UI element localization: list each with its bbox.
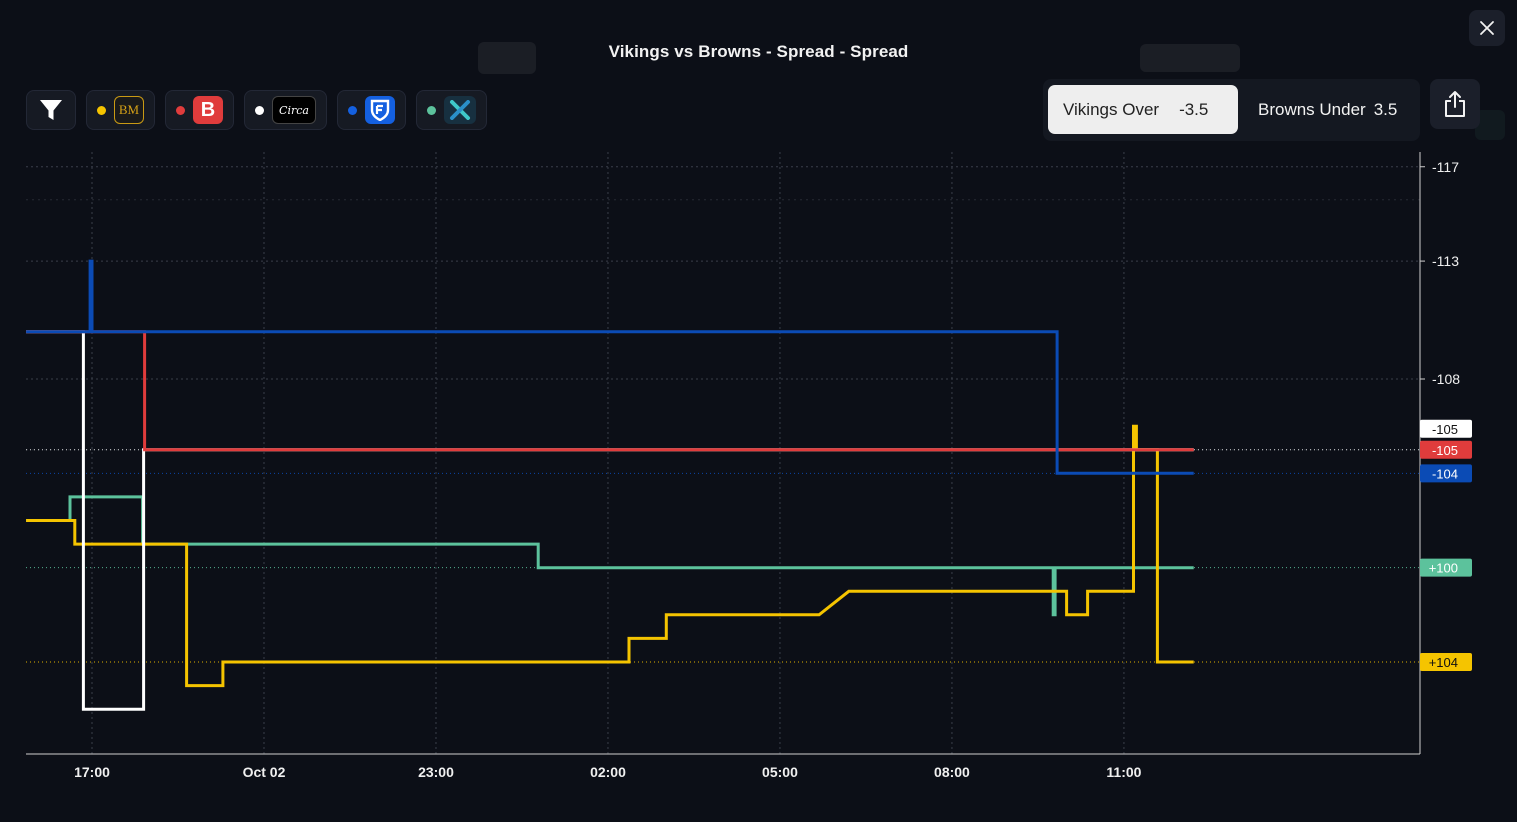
book-chip-betmgm[interactable]: BM: [86, 90, 155, 130]
x-tick-label: 23:00: [418, 764, 454, 780]
last-value-tag: [1420, 464, 1472, 483]
close-icon: [1480, 21, 1494, 35]
share-icon: [1445, 91, 1465, 117]
last-value-tag-text: +100: [1429, 561, 1458, 576]
last-value-tag: [1420, 558, 1472, 577]
x-tick-label: 11:00: [1106, 764, 1141, 780]
last-value-tag: [1420, 419, 1472, 438]
circa-logo: Circa: [272, 96, 316, 124]
close-button[interactable]: [1469, 10, 1505, 46]
book-color-dot: [255, 105, 264, 115]
side-line-value: -3.5: [1179, 99, 1209, 119]
series-line-fanduel: [26, 259, 1194, 475]
shield-icon: [370, 99, 390, 121]
x-tick-label: 02:00: [590, 764, 626, 780]
last-value-tag-text: -105: [1432, 443, 1458, 458]
chart-grid: [26, 142, 1420, 754]
side-option-vikings-over[interactable]: Vikings Over -3.5: [1048, 85, 1238, 134]
book-color-dot: [427, 105, 436, 115]
side-option-browns-under[interactable]: Browns Under 3.5: [1248, 85, 1413, 134]
last-value-tag-text: -105: [1432, 422, 1458, 437]
last-value-tag-text: -104: [1432, 466, 1458, 481]
side-team-label: Vikings Over: [1063, 99, 1160, 119]
betrivers-logo: [444, 96, 476, 124]
last-value-tag: [1420, 653, 1472, 671]
book-color-dot: [97, 105, 106, 115]
series-line-betrivers: [26, 495, 1194, 617]
filter-button[interactable]: [26, 90, 76, 130]
book-chip-betrivers[interactable]: [416, 90, 487, 130]
y-tick-label: -113: [1432, 253, 1459, 269]
x-icon: [450, 100, 470, 120]
book-color-dot: [348, 105, 357, 115]
side-team-label: Browns Under: [1258, 99, 1366, 119]
book-chip-circa[interactable]: Circa: [244, 90, 327, 130]
betmgm-logo: BM: [114, 96, 144, 124]
modal-title: Vikings vs Browns - Spread - Spread: [608, 42, 909, 61]
fanduel-logo: [365, 96, 395, 124]
chart-last-value-tags: +104 -105 -105 -104 +100: [1420, 419, 1472, 671]
y-tick-label: -108: [1432, 371, 1460, 387]
bet365-logo-text: B: [200, 98, 216, 121]
x-tick-label: 05:00: [762, 764, 798, 780]
y-tick-label: -117: [1432, 159, 1459, 175]
x-tick-label: 17:00: [74, 764, 110, 780]
last-value-tag: [1420, 440, 1472, 459]
side-line-value: 3.5: [1373, 99, 1398, 119]
bet365-logo: B: [193, 96, 223, 124]
x-tick-label: Oct 02: [243, 764, 286, 780]
share-button[interactable]: [1430, 79, 1480, 129]
x-tick-label: 08:00: [934, 764, 970, 780]
last-value-tag-text: +104: [1429, 655, 1458, 670]
filter-icon: [40, 100, 62, 120]
plot-area: [26, 142, 1420, 754]
chart-axes: 17:00 Oct 02 23:00 02:00 05:00 08:00 11:00 -117…: [26, 152, 1460, 780]
chart-series: [26, 259, 1194, 711]
book-chip-fanduel[interactable]: [337, 90, 406, 130]
book-color-dot: [176, 105, 185, 115]
sportsbook-filter-bar: BM B Circa: [26, 90, 487, 132]
betmgm-logo-text: BM: [118, 102, 140, 117]
series-line-betmgm: [26, 424, 1194, 688]
circa-logo-text: Circa: [279, 103, 309, 117]
side-selector: Vikings Over -3.5 Browns Under 3.5: [1043, 79, 1420, 141]
book-chip-bet365[interactable]: B: [165, 90, 234, 130]
